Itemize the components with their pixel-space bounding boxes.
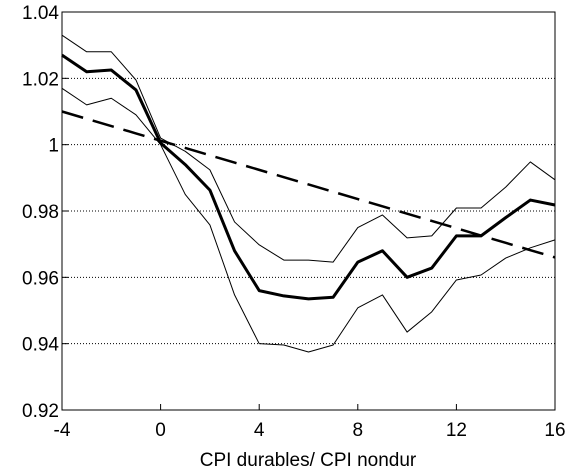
series-line bbox=[61, 34, 556, 263]
x-tick-label: 12 bbox=[446, 420, 467, 441]
x-tick-label: 4 bbox=[254, 420, 265, 441]
y-tick-label: 0.98 bbox=[22, 202, 59, 223]
y-tick-label: 1 bbox=[48, 136, 59, 157]
x-axis-label: CPI durables/ CPI nondur bbox=[200, 450, 417, 470]
y-tick-label: 0.96 bbox=[22, 268, 59, 289]
series-line bbox=[61, 110, 556, 259]
y-tick-label: 1.02 bbox=[22, 69, 59, 90]
x-tick-label: 0 bbox=[155, 420, 166, 441]
y-tick-label: 1.04 bbox=[22, 3, 59, 24]
series-line bbox=[61, 87, 556, 353]
x-tick-label: -4 bbox=[54, 420, 71, 441]
y-tick-label: 0.92 bbox=[22, 401, 59, 422]
x-tick-label: 8 bbox=[353, 420, 364, 441]
x-tick-label: 16 bbox=[544, 420, 565, 441]
y-tick-label: 0.94 bbox=[22, 335, 59, 356]
series-line bbox=[61, 53, 556, 301]
